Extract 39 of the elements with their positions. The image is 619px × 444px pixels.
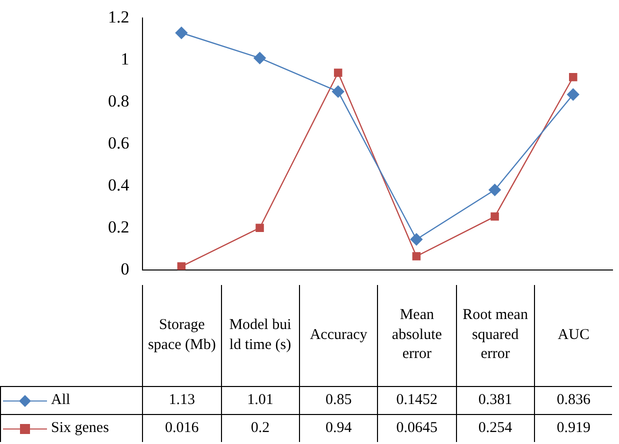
x-tick-label: Mean absolute error (377, 285, 456, 386)
data-label: 0.836 (534, 386, 612, 414)
data-label: 0.1452 (377, 386, 456, 414)
y-tick-label: 0.8 (108, 92, 130, 111)
y-tick-label: 0 (120, 259, 130, 278)
data-label: 1.13 (142, 386, 221, 414)
y-tick-label: 0.4 (108, 175, 130, 194)
point (256, 224, 264, 232)
point (254, 52, 266, 64)
point (490, 212, 499, 221)
x-tick-label: AUC (534, 285, 612, 386)
y-tick-label: 1 (120, 50, 130, 69)
point (410, 233, 423, 246)
legend-label: All (51, 390, 70, 410)
y-tick-label: 0.6 (108, 133, 130, 152)
data-label: 0.016 (142, 414, 221, 442)
point (332, 85, 344, 98)
data-label: 0.381 (456, 386, 534, 414)
x-tick-label: Model bui ld time (s) (220, 285, 299, 386)
point (568, 72, 578, 82)
legend-label: Six genes (51, 418, 109, 438)
y-tick-label: 1.2 (108, 8, 130, 27)
point (567, 88, 580, 101)
data-label: 1.01 (220, 386, 299, 414)
data-label: 0.2 (220, 414, 299, 442)
point (177, 262, 186, 270)
x-tick-label: Storage space (Mb) (142, 285, 221, 386)
x-tick-label: Root mean squared error (456, 285, 534, 386)
data-label: 0.85 (298, 386, 378, 414)
point (175, 26, 188, 39)
data-label: 0.919 (534, 414, 612, 442)
x-tick-label: Accuracy (298, 285, 378, 386)
data-label: 0.0645 (377, 414, 456, 442)
y-tick-label: 0.2 (108, 217, 130, 236)
data-label: 0.94 (298, 414, 378, 442)
point (334, 68, 342, 77)
point (488, 184, 501, 196)
point (412, 252, 421, 260)
data-label: 0.254 (456, 414, 534, 442)
